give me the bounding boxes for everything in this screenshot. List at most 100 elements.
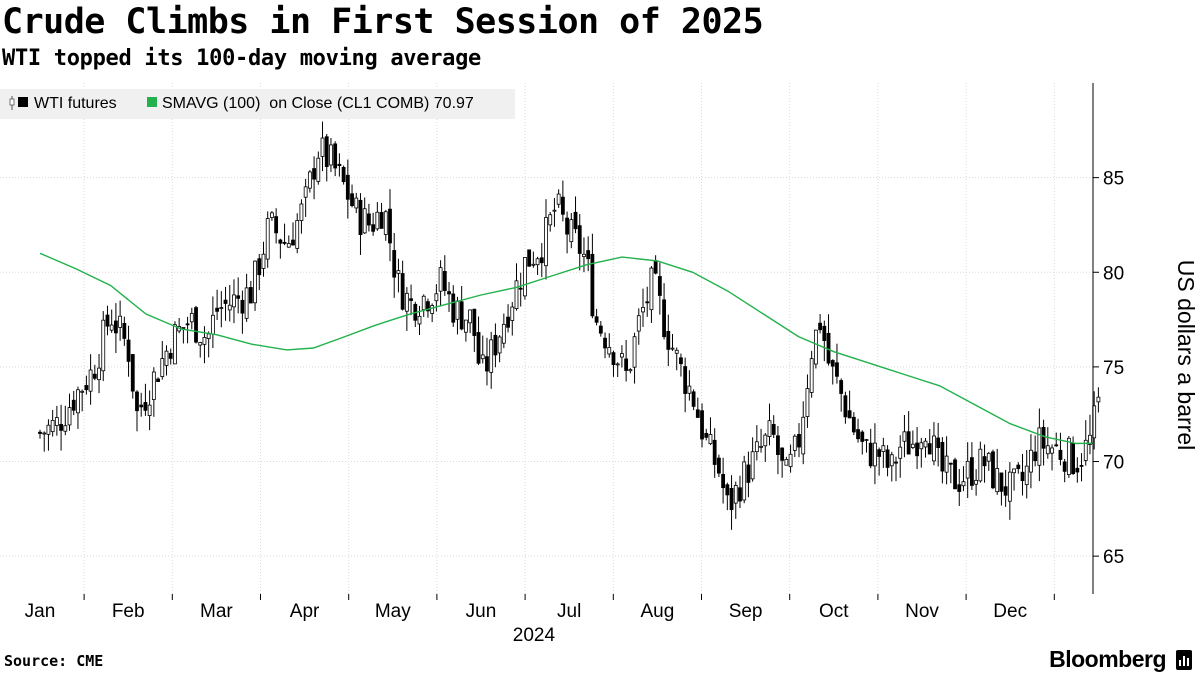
candle-body xyxy=(392,250,397,278)
x-tick-label: Jan xyxy=(25,601,56,622)
sma-100-line xyxy=(39,252,1095,445)
candle-body xyxy=(506,316,510,328)
candle-body xyxy=(649,267,654,311)
candle-body xyxy=(278,239,283,244)
candle-body xyxy=(961,481,966,487)
candle-body xyxy=(763,434,768,447)
candle-body xyxy=(493,334,498,356)
candle-body xyxy=(590,253,595,317)
candle-body xyxy=(1088,434,1092,445)
x-tick-label: Nov xyxy=(905,601,939,622)
candle-body xyxy=(156,378,160,382)
candle-body xyxy=(632,336,637,368)
candle-body xyxy=(206,333,211,340)
axis-layer: 65 70 75 80 85 Jan Feb Mar Apr May Jun Jul Aug Sep Oct… xyxy=(25,83,1199,646)
candle-body xyxy=(653,260,658,274)
candle-body xyxy=(1079,464,1084,467)
candle-body xyxy=(624,358,629,371)
legend-square-black-icon xyxy=(18,97,28,107)
candle-body xyxy=(1033,451,1038,462)
candle-body xyxy=(805,388,810,417)
candle-body xyxy=(46,424,51,435)
candle-body xyxy=(915,442,919,457)
candle-body xyxy=(139,404,144,408)
candle-body xyxy=(295,220,300,249)
x-tick-label: Apr xyxy=(290,601,320,622)
candle-body xyxy=(447,291,451,295)
candle-body xyxy=(126,339,131,362)
candle-body xyxy=(114,320,118,334)
candle-body xyxy=(497,336,502,354)
grid-layer xyxy=(0,83,1093,594)
candle-body xyxy=(160,358,165,377)
candle-body xyxy=(1096,396,1101,403)
candle-body xyxy=(948,462,953,465)
candle-body xyxy=(375,211,380,230)
candle-body xyxy=(830,360,835,367)
candle-body xyxy=(223,299,228,304)
candle-body xyxy=(628,369,633,372)
candle-body xyxy=(598,325,603,334)
candle-body xyxy=(480,354,485,360)
candle-body xyxy=(881,445,886,452)
candle-body xyxy=(535,258,540,266)
candle-body xyxy=(1041,426,1046,449)
candle-body xyxy=(733,484,738,504)
candle-body xyxy=(594,316,599,323)
candle-body xyxy=(501,323,506,344)
candle-body xyxy=(813,329,818,365)
candle-body xyxy=(333,143,338,169)
candle-body xyxy=(995,468,1000,493)
x-tick-label: Jul xyxy=(557,601,581,622)
candle-body xyxy=(725,484,730,496)
candle-body xyxy=(341,166,346,183)
candle-body xyxy=(826,332,831,364)
candle-body xyxy=(615,363,620,366)
candle-body xyxy=(345,174,350,200)
candle-body xyxy=(527,249,532,267)
candle-body xyxy=(818,322,822,331)
candle-body xyxy=(316,157,321,182)
candle-body xyxy=(291,239,295,246)
candle-body xyxy=(400,273,405,310)
legend-label-sma: SMAVG (100) on Close (CL1 COMB) 70.97 xyxy=(162,95,474,112)
candle-body xyxy=(873,442,877,467)
candle-body xyxy=(704,432,709,438)
candle-body xyxy=(965,460,970,479)
candle-body xyxy=(84,385,89,391)
candle-body xyxy=(641,307,645,313)
candle-body xyxy=(261,253,266,269)
candle-body xyxy=(173,324,177,365)
candle-body xyxy=(358,199,363,235)
candle-body xyxy=(944,455,949,473)
candle-body xyxy=(1024,465,1029,486)
candle-body xyxy=(463,319,468,333)
candle-body xyxy=(582,253,586,257)
candle-body xyxy=(303,186,308,198)
candle-body xyxy=(569,219,574,243)
candle-body xyxy=(986,452,991,462)
candle-body xyxy=(847,410,852,419)
chart-title: Crude Climbs in First Session of 2025 xyxy=(2,2,764,42)
candle-body xyxy=(194,307,198,343)
candle-body xyxy=(780,447,785,461)
candle-body xyxy=(657,276,662,296)
candle-body xyxy=(210,314,215,335)
candle-body xyxy=(388,208,392,244)
candle-body xyxy=(991,451,995,489)
candle-body xyxy=(902,431,907,442)
y-tick-label: 80 xyxy=(1103,263,1124,284)
x-tick-label: Jun xyxy=(466,601,497,622)
source-note: Source: CME xyxy=(4,652,104,670)
candle-body xyxy=(767,420,772,437)
candle-body xyxy=(1071,442,1075,475)
candle-body xyxy=(232,294,236,308)
candle-body xyxy=(679,357,683,365)
x-tick-label: Mar xyxy=(200,601,233,622)
candle-body xyxy=(1054,444,1059,447)
candle-body xyxy=(168,352,173,359)
candle-body xyxy=(936,437,941,448)
candle-body xyxy=(603,337,607,349)
candle-body xyxy=(451,293,456,323)
candle-body xyxy=(923,440,928,448)
